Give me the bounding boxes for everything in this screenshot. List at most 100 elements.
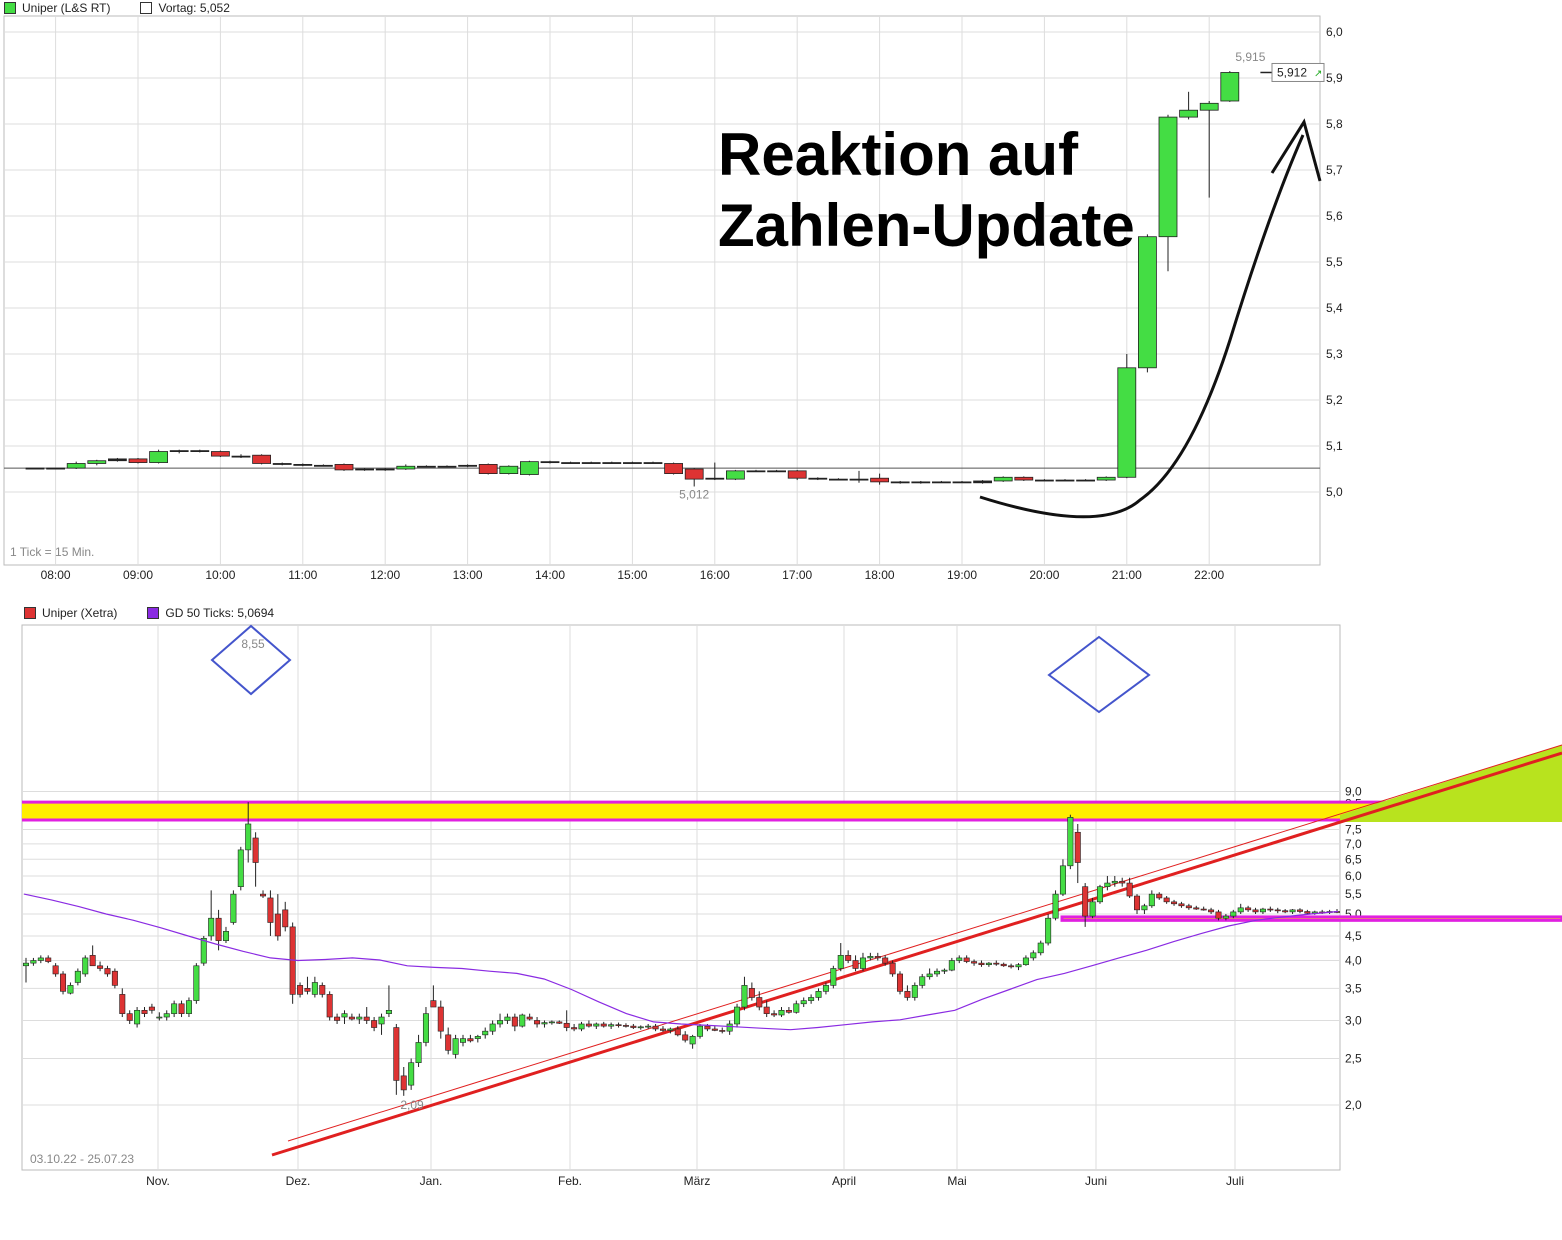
daily-candle-body xyxy=(326,994,333,1018)
daily-y-tick: 6,5 xyxy=(1345,852,1362,866)
intraday-candle-body xyxy=(1055,479,1075,482)
daily-candle-body xyxy=(437,1006,444,1032)
daily-candle-body xyxy=(1156,893,1163,899)
intraday-candle-body xyxy=(169,450,189,453)
daily-candle-body xyxy=(985,962,992,966)
intraday-y-tick: 5,3 xyxy=(1326,347,1343,361)
daily-candle-body xyxy=(830,968,837,986)
daily-y-tick: 3,0 xyxy=(1345,1013,1362,1027)
daily-candle-body xyxy=(1082,886,1089,917)
intraday-candle-body xyxy=(355,468,375,471)
daily-candle-body xyxy=(1074,831,1081,863)
intraday-candle-body xyxy=(334,463,354,471)
daily-candle-body xyxy=(511,1016,518,1027)
daily-candle-body xyxy=(652,1025,659,1030)
bottom-legend: Uniper (Xetra) GD 50 Ticks: 5,0694 xyxy=(24,606,274,620)
intraday-candle-body xyxy=(973,480,992,484)
intraday-candle-body xyxy=(829,478,848,481)
daily-candle-body xyxy=(763,1006,770,1014)
intraday-plot-frame xyxy=(3,15,1321,566)
trendline-thin xyxy=(287,744,1562,1142)
intraday-candle-body xyxy=(890,481,910,484)
daily-candle-body xyxy=(111,970,118,986)
annotation-line-1: Reaktion auf xyxy=(718,121,1079,188)
daily-x-tick: April xyxy=(832,1174,856,1188)
daily-candle-body xyxy=(1282,910,1289,913)
daily-candle-body xyxy=(1163,897,1170,903)
intraday-candle-body xyxy=(684,468,704,480)
daily-candle-body xyxy=(489,1023,496,1032)
intraday-candle-body xyxy=(375,468,395,471)
intraday-candle-body xyxy=(108,458,127,462)
daily-x-tick: Nov. xyxy=(146,1174,170,1188)
intraday-candle-body xyxy=(952,481,972,484)
series-swatch-icon xyxy=(24,607,36,619)
daily-candle-body xyxy=(837,955,844,969)
daily-candle-body xyxy=(297,985,304,995)
daily-candle-body xyxy=(45,957,52,962)
daily-candle-body xyxy=(971,961,978,964)
intraday-candle-body xyxy=(602,462,622,464)
daily-candle-body xyxy=(534,1020,541,1025)
tick-interval-note: 1 Tick = 15 Min. xyxy=(10,545,94,559)
intraday-candle-body xyxy=(478,463,498,474)
daily-candle-body xyxy=(237,849,244,887)
daily-candle-body xyxy=(82,957,89,975)
daily-low-label: 2,09 xyxy=(400,1098,424,1112)
daily-candle-body xyxy=(1185,905,1192,909)
intraday-x-tick: 12:00 xyxy=(370,568,400,582)
daily-candle-body xyxy=(104,968,111,975)
intraday-candle-body xyxy=(1158,116,1178,238)
daily-candle-body xyxy=(1304,911,1311,914)
daily-candle-body xyxy=(1178,903,1185,907)
daily-candle-body xyxy=(926,973,933,978)
daily-candle-body xyxy=(1237,907,1244,913)
intraday-candle-body xyxy=(437,465,457,468)
daily-candle-body xyxy=(630,1025,637,1028)
intraday-y-tick: 5,2 xyxy=(1326,393,1343,407)
daily-candle-body xyxy=(963,957,970,962)
daily-candle-body xyxy=(1015,964,1022,968)
daily-candle-body xyxy=(504,1016,511,1021)
daily-candle-body xyxy=(615,1024,622,1026)
daily-candle-body xyxy=(637,1026,644,1029)
daily-candle-body xyxy=(808,997,815,1001)
daily-candle-body xyxy=(30,960,37,964)
top-legend: Uniper (L&S RT) Vortag: 5,052 xyxy=(4,1,230,15)
daily-candle-body xyxy=(845,955,852,961)
intraday-candle-body xyxy=(1179,109,1198,118)
daily-candle-body xyxy=(334,1016,341,1021)
daily-candle-body xyxy=(519,1014,526,1027)
intraday-candle-body xyxy=(1096,476,1116,481)
intraday-candle-body xyxy=(726,470,745,480)
daily-candle-body xyxy=(1104,882,1111,887)
daily-y-tick: 4,0 xyxy=(1345,954,1362,968)
daily-candle-body xyxy=(608,1024,615,1027)
intraday-candle-body xyxy=(1076,479,1095,482)
daily-candle-body xyxy=(548,1021,555,1024)
daily-candle-body xyxy=(704,1025,711,1030)
intraday-candle-body xyxy=(1220,72,1240,102)
daily-candle-body xyxy=(497,1020,504,1025)
daily-candle-body xyxy=(452,1038,459,1055)
daily-candle-body xyxy=(1245,907,1252,911)
daily-candle-body xyxy=(215,917,222,941)
daily-candle-body xyxy=(1274,909,1281,912)
intraday-y-tick: 5,0 xyxy=(1326,485,1343,499)
daily-candle-body xyxy=(60,973,67,992)
daily-candle-body xyxy=(993,962,1000,965)
daily-y-tick: 7,0 xyxy=(1345,837,1362,851)
daily-y-tick: 2,5 xyxy=(1345,1051,1362,1065)
intraday-y-tick: 5,4 xyxy=(1326,301,1343,315)
daily-candle-body xyxy=(1089,901,1096,917)
daily-candle-body xyxy=(541,1022,548,1025)
daily-candle-body xyxy=(1119,880,1126,884)
daily-candle-body xyxy=(200,937,207,964)
daily-candle-body xyxy=(1096,886,1103,903)
daily-candle-body xyxy=(474,1036,481,1039)
daily-candle-body xyxy=(1259,908,1266,913)
intraday-candle-body xyxy=(932,481,951,484)
daily-candle-body xyxy=(1067,817,1074,867)
daily-candle-body xyxy=(1126,882,1133,897)
